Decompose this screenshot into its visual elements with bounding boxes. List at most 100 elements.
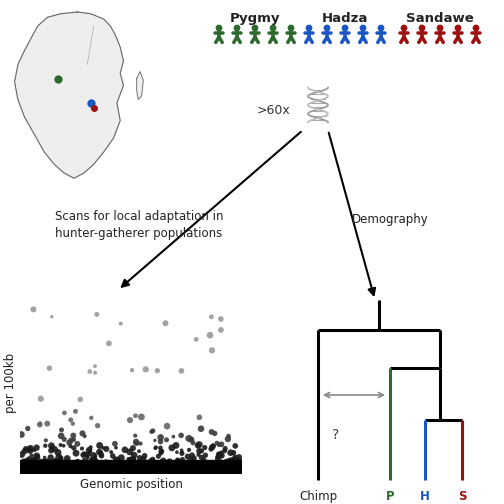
Point xyxy=(174,457,182,465)
Point xyxy=(159,457,167,465)
Point xyxy=(195,451,203,459)
Circle shape xyxy=(437,25,443,31)
Point xyxy=(128,366,136,374)
Text: Sandawe: Sandawe xyxy=(406,12,474,25)
Point xyxy=(73,440,81,448)
Point xyxy=(215,451,223,459)
Circle shape xyxy=(401,25,407,31)
Text: Scans for local adaptation in
hunter-gatherer populations: Scans for local adaptation in hunter-gat… xyxy=(55,210,223,240)
Point xyxy=(196,413,204,421)
Point xyxy=(26,447,34,455)
Point xyxy=(98,451,106,459)
Point xyxy=(76,395,84,403)
Point xyxy=(91,369,99,377)
Point xyxy=(102,458,110,466)
Point xyxy=(131,431,139,439)
Point xyxy=(33,452,41,460)
Point xyxy=(173,456,181,464)
Point xyxy=(224,432,232,440)
Point xyxy=(114,455,122,463)
Point xyxy=(130,451,138,459)
Point xyxy=(183,453,192,461)
Point xyxy=(188,451,196,459)
Point xyxy=(43,458,51,466)
Point xyxy=(43,458,51,466)
Point xyxy=(231,453,239,461)
Circle shape xyxy=(473,25,479,31)
Point xyxy=(112,444,120,452)
Point xyxy=(172,442,180,450)
Point xyxy=(33,454,41,462)
Point xyxy=(132,412,140,420)
Text: Pygmy: Pygmy xyxy=(230,12,280,25)
Circle shape xyxy=(234,25,240,31)
Point xyxy=(235,457,243,465)
Point xyxy=(157,448,165,456)
Point xyxy=(187,456,195,464)
Circle shape xyxy=(455,25,461,31)
Point xyxy=(200,456,208,464)
Point xyxy=(29,457,37,465)
Point xyxy=(25,455,33,463)
Point xyxy=(36,419,44,427)
Point xyxy=(229,449,237,457)
Point xyxy=(198,454,206,462)
Point xyxy=(91,456,99,464)
Point xyxy=(169,432,177,440)
Point xyxy=(23,457,31,465)
Point xyxy=(88,457,96,465)
Point xyxy=(124,456,133,464)
Point xyxy=(125,448,134,456)
Point xyxy=(31,446,39,454)
Polygon shape xyxy=(137,72,143,99)
Point xyxy=(81,432,89,440)
Circle shape xyxy=(324,25,330,31)
Point xyxy=(67,443,75,451)
Point xyxy=(102,445,110,453)
Point xyxy=(111,439,119,448)
Point xyxy=(29,305,37,313)
Point xyxy=(91,362,99,370)
Circle shape xyxy=(216,25,222,31)
Point xyxy=(187,436,195,444)
Point xyxy=(158,447,166,455)
Point xyxy=(67,436,75,445)
Point xyxy=(84,453,92,461)
Point xyxy=(177,446,185,454)
Point xyxy=(136,454,144,462)
Point xyxy=(216,452,224,460)
Point xyxy=(42,436,50,445)
Point xyxy=(97,452,105,460)
Point xyxy=(36,420,44,428)
Point xyxy=(86,448,94,456)
Point xyxy=(95,448,103,456)
Point xyxy=(47,447,55,455)
Point xyxy=(157,437,165,446)
Point xyxy=(38,458,46,466)
Circle shape xyxy=(342,25,348,31)
Point xyxy=(208,443,216,451)
Text: P: P xyxy=(386,490,394,503)
Point xyxy=(55,453,63,461)
Point xyxy=(230,455,238,463)
Point xyxy=(156,444,164,452)
Point xyxy=(69,420,77,428)
Point xyxy=(70,435,78,444)
Point xyxy=(130,454,138,462)
Point xyxy=(54,449,62,457)
Point xyxy=(88,457,96,465)
Point xyxy=(97,449,105,457)
Point xyxy=(26,445,34,453)
Circle shape xyxy=(360,25,366,31)
Point xyxy=(147,457,155,465)
Point xyxy=(235,453,243,461)
Point xyxy=(227,449,235,457)
Text: ?: ? xyxy=(332,428,340,442)
Point xyxy=(213,453,221,461)
Point xyxy=(51,445,59,453)
Point xyxy=(57,455,66,463)
Point xyxy=(84,454,92,462)
Point xyxy=(57,432,65,440)
Point xyxy=(215,441,223,449)
Point xyxy=(18,451,26,459)
